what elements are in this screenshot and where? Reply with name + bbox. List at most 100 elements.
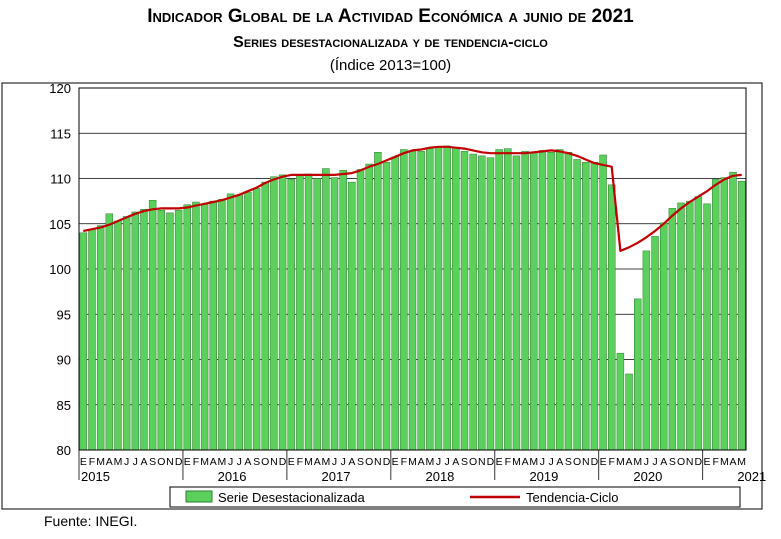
month-tick-label: J — [540, 456, 545, 468]
bar — [486, 157, 495, 451]
bar — [443, 145, 451, 451]
month-tick-label: D — [279, 456, 287, 468]
month-tick-label: J — [228, 456, 233, 468]
y-tick-label: 85 — [57, 398, 71, 413]
bar — [296, 175, 304, 451]
bar-series — [79, 145, 746, 451]
month-tick-label: A — [729, 456, 736, 468]
bar — [642, 250, 651, 451]
bar — [582, 161, 590, 451]
bar — [417, 151, 425, 451]
month-tick-label: S — [253, 456, 260, 468]
legend-bar-swatch — [185, 490, 213, 503]
plot-area — [78, 87, 747, 451]
chart-frame — [1, 82, 763, 510]
month-tick-label: N — [270, 456, 278, 468]
chart-title: Indicador Global de la Actividad Económi… — [147, 6, 634, 27]
bar — [659, 222, 668, 451]
bar — [382, 161, 391, 451]
y-tick-label: 110 — [50, 172, 71, 187]
month-tick-label: J — [445, 456, 450, 468]
chart-unit-note: (Índice 2013=100) — [329, 57, 452, 74]
year-label: 2020 — [633, 469, 662, 484]
month-tick-label: M — [114, 456, 123, 468]
y-tick-label: 95 — [57, 307, 71, 322]
bar — [339, 170, 347, 451]
bar — [244, 191, 252, 451]
bar — [330, 177, 339, 451]
month-tick-label: A — [210, 456, 217, 468]
month-tick-label: A — [522, 456, 529, 468]
bar — [737, 180, 746, 451]
month-tick-label: S — [357, 456, 364, 468]
y-tick-label: 100 — [49, 262, 71, 277]
bar — [599, 154, 607, 451]
y-tick-label: 105 — [49, 217, 71, 232]
bar — [356, 169, 365, 451]
year-label: 2015 — [81, 469, 110, 484]
month-tick-label: A — [626, 456, 633, 468]
month-tick-label: N — [374, 456, 382, 468]
month-tick-label: O — [365, 456, 373, 468]
bar — [694, 196, 703, 451]
bar — [677, 202, 685, 451]
bar — [157, 209, 166, 451]
axes — [78, 87, 747, 480]
month-tick-label: J — [644, 456, 649, 468]
bar — [131, 211, 140, 451]
bar — [391, 156, 399, 451]
month-tick-label: N — [166, 456, 174, 468]
y-tick-labels: 80 85 90 95 100 105 110 115 120 — [49, 81, 71, 458]
bar — [140, 209, 148, 451]
month-tick-label: A — [418, 456, 425, 468]
month-tick-label: A — [140, 456, 147, 468]
month-tick-label: M — [322, 456, 331, 468]
legend-line-label: Tendencia-Ciclo — [526, 490, 619, 505]
bar — [114, 220, 122, 451]
legend: Serie Desestacionalizada Tendencia-Ciclo — [169, 486, 741, 508]
bar — [304, 173, 313, 451]
bar — [512, 155, 521, 451]
month-tick-label: N — [686, 456, 694, 468]
month-tick-label: F — [712, 456, 718, 468]
month-tick-label: D — [695, 456, 703, 468]
month-tick-label: M — [633, 456, 642, 468]
bar — [460, 151, 469, 451]
bar — [495, 149, 503, 451]
chart-subtitle: Series desestacionalizada y de tendencia… — [233, 34, 548, 51]
month-tick-label: S — [565, 456, 572, 468]
month-tick-label: O — [157, 456, 165, 468]
legend-bar-label: Serie Desestacionalizada — [218, 490, 365, 505]
month-tick-label: J — [332, 456, 337, 468]
bar — [261, 181, 269, 451]
bar — [538, 150, 547, 451]
y-tick-label: 80 — [57, 443, 71, 458]
month-tick-label: S — [669, 456, 676, 468]
bar — [192, 201, 200, 451]
bar — [521, 151, 529, 451]
y-tick-label: 120 — [49, 81, 71, 96]
month-tick-label: E — [496, 456, 503, 468]
month-tick-label: A — [244, 456, 251, 468]
month-tick-label: M — [408, 456, 417, 468]
month-tick-label: A — [348, 456, 355, 468]
bar — [426, 148, 434, 451]
month-tick-label: M — [200, 456, 209, 468]
bar — [573, 159, 581, 451]
bar — [348, 181, 356, 451]
month-tick-label: M — [218, 456, 227, 468]
month-tick-label: E — [288, 456, 295, 468]
bar — [313, 178, 321, 451]
bar — [322, 168, 330, 451]
month-tick-label: A — [106, 456, 113, 468]
bar — [252, 188, 261, 451]
year-label: 2017 — [322, 469, 351, 484]
month-tick-label: M — [616, 456, 625, 468]
bar — [235, 194, 243, 451]
month-tick-label: E — [80, 456, 87, 468]
month-tick-label: O — [677, 456, 685, 468]
month-tick-label: F — [505, 456, 511, 468]
bar — [408, 150, 417, 451]
bar — [174, 209, 183, 451]
